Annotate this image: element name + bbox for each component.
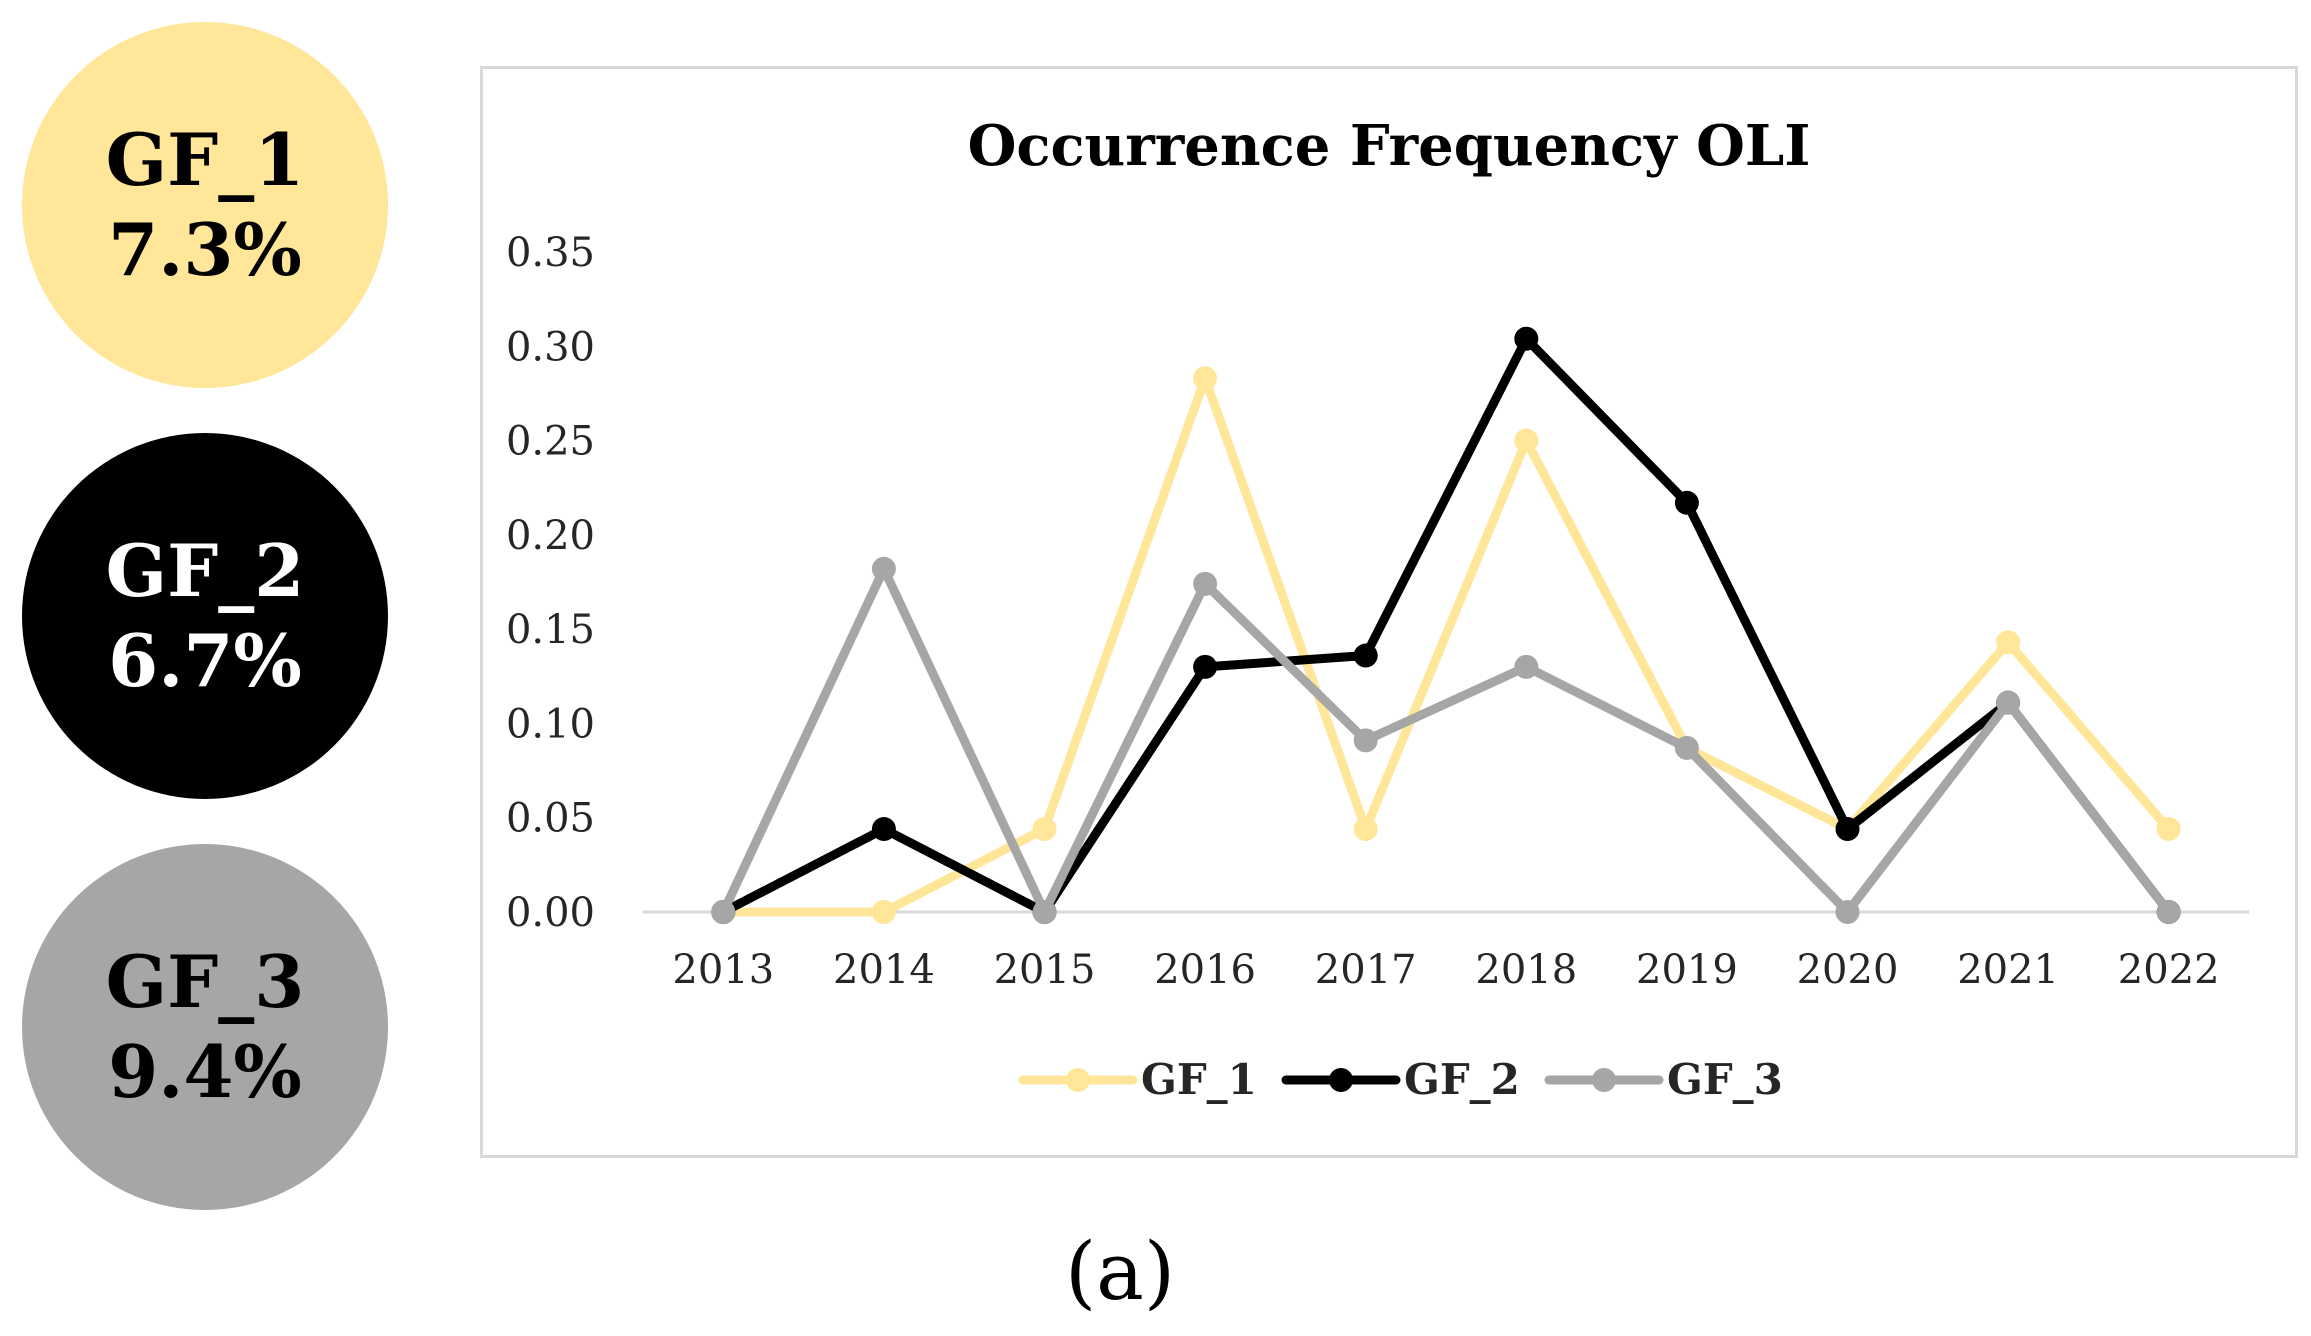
line-chart: Occurrence Frequency OLI 0.00 0.05 0.10 0.15… [506,113,2249,1104]
series-line-gf2 [718,334,2174,917]
badge-gf2-percent: 6.7% [108,618,302,703]
data-point [1353,728,1378,753]
series-line-gf3 [718,564,2174,917]
badge-gf1-name: GF_1 [105,117,305,202]
data-point [711,900,736,924]
y-tick-label: 0.30 [506,324,595,370]
badge-gf3-percent: 9.4% [108,1029,302,1114]
data-point [871,817,896,842]
data-point [1353,817,1378,842]
data-point [2156,817,2181,842]
y-tick-label: 0.35 [506,230,595,276]
legend-label: GF_2 [1404,1055,1520,1104]
y-tick-label: 0.25 [506,419,595,465]
chart-title: Occurrence Frequency OLI [968,113,1811,179]
data-point [1193,654,1218,679]
legend-label: GF_3 [1667,1055,1783,1104]
x-tick-label: 2015 [994,947,1096,993]
data-point [1193,571,1218,596]
legend-label: GF_1 [1141,1055,1257,1104]
data-point [871,900,896,924]
data-point [1835,817,1860,842]
legend-swatch-marker [1592,1068,1616,1092]
y-tick-label: 0.10 [506,701,595,747]
data-point [1353,643,1378,668]
y-tick-label: 0.20 [506,513,595,559]
data-point [1674,490,1699,515]
x-tick-label: 2013 [672,947,774,993]
x-tick-label: 2019 [1636,947,1738,993]
x-tick-label: 2020 [1797,947,1899,993]
x-tick-label: 2014 [833,947,935,993]
badge-gf2-name: GF_2 [105,528,305,613]
x-tick-label: 2021 [1957,947,2059,993]
x-tick-label: 2022 [2118,947,2220,993]
data-point [1514,428,1539,453]
x-tick-label: 2016 [1154,947,1256,993]
data-point [1996,690,2021,715]
badge-gf3-name: GF_3 [105,939,305,1024]
badge-gf2: GF_2 6.7% [22,433,388,799]
data-point [1514,326,1539,351]
data-point [871,556,896,581]
data-point [1032,900,1057,924]
data-point [1996,630,2021,655]
data-point [1835,900,1860,924]
x-tick-label: 2018 [1475,947,1577,993]
data-point [1674,735,1699,760]
y-tick-label: 0.00 [506,890,595,936]
data-point [1032,817,1057,842]
legend-swatch-marker [1066,1068,1090,1092]
panel-label: (a) [1064,1225,1176,1318]
y-tick-label: 0.05 [506,796,595,842]
y-tick-label: 0.15 [506,607,595,653]
x-tick-label: 2017 [1315,947,1417,993]
data-point [2156,900,2181,924]
badge-gf1: GF_1 7.3% [22,22,388,388]
data-point [1514,654,1539,679]
badge-gf1-percent: 7.3% [108,207,302,292]
legend-swatch-marker [1329,1068,1353,1092]
series-line-gf1 [718,373,2174,917]
badge-gf3: GF_3 9.4% [22,844,388,1210]
data-point [1193,366,1218,391]
chart-frame: Occurrence Frequency OLI 0.00 0.05 0.10 0.15… [480,66,2298,1158]
